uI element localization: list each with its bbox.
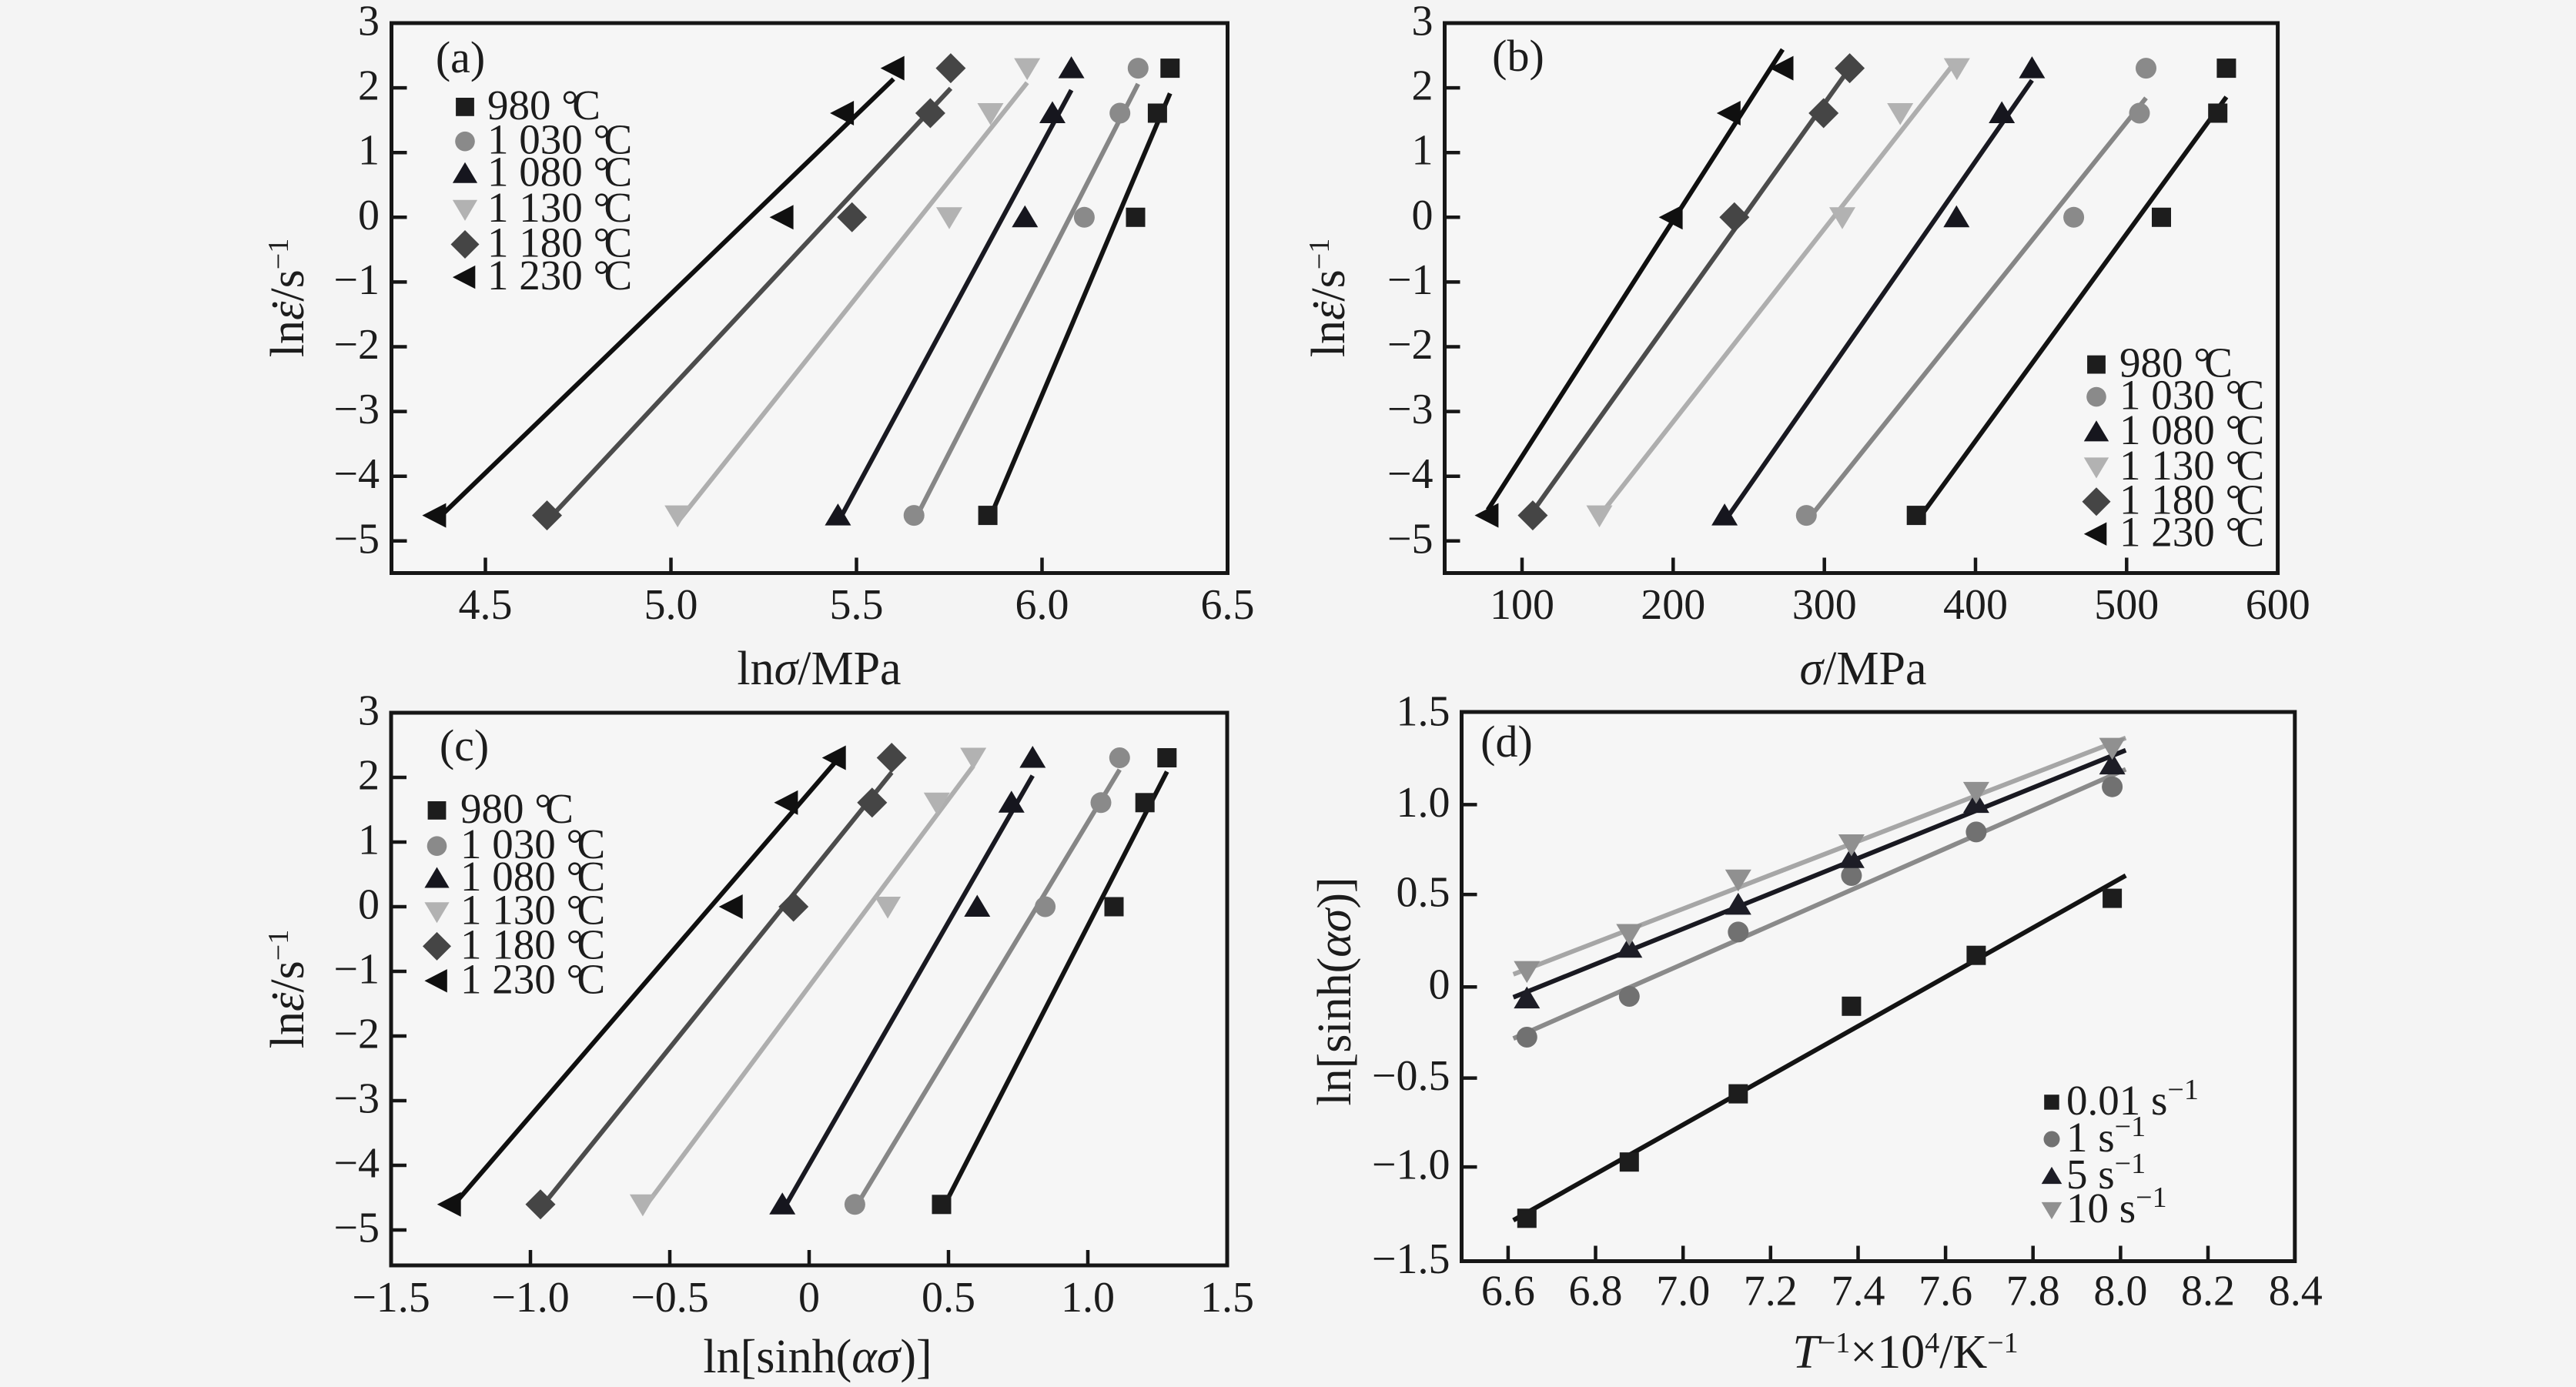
svg-text:980 °C: 980 °C <box>460 785 574 832</box>
svg-text:−1: −1 <box>333 256 380 304</box>
svg-text:−4: −4 <box>333 450 380 498</box>
svg-text:−5: −5 <box>1387 515 1434 563</box>
svg-text:8.0: 8.0 <box>2093 1268 2147 1315</box>
svg-text:1 080 °C: 1 080 °C <box>2119 406 2264 453</box>
svg-text:−1: −1 <box>1387 256 1434 304</box>
svg-text:−1: −1 <box>333 946 380 994</box>
svg-text:1 130 °C: 1 130 °C <box>487 184 632 231</box>
svg-text:1 230 °C: 1 230 °C <box>487 252 632 299</box>
svg-text:−4: −4 <box>1387 450 1434 498</box>
svg-text:100: 100 <box>1490 581 1554 629</box>
svg-text:−4: −4 <box>333 1140 380 1188</box>
svg-text:lnε/s−1: lnε/s−1 <box>262 239 314 357</box>
svg-text:1 230 °C: 1 230 °C <box>460 955 605 1002</box>
svg-text:(b): (b) <box>1492 31 1544 81</box>
svg-text:8.2: 8.2 <box>2181 1268 2235 1315</box>
svg-text:1 080 °C: 1 080 °C <box>487 149 632 196</box>
svg-text:−1.5: −1.5 <box>1372 1235 1450 1283</box>
svg-text:1 180 °C: 1 180 °C <box>487 219 632 266</box>
svg-text:ln[sinh(ασ)]: ln[sinh(ασ)] <box>703 1331 932 1383</box>
svg-text:6.5: 6.5 <box>1201 581 1255 629</box>
svg-text:1.0: 1.0 <box>1397 779 1450 827</box>
svg-text:0: 0 <box>358 192 380 239</box>
svg-text:T−1×104/K−1: T−1×104/K−1 <box>1792 1326 2018 1379</box>
svg-text:−3: −3 <box>1387 386 1434 433</box>
svg-text:0.5: 0.5 <box>922 1274 975 1322</box>
svg-text:ln[sinh(ασ)]: ln[sinh(ασ)] <box>1309 877 1361 1105</box>
svg-text:6.8: 6.8 <box>1569 1268 1623 1315</box>
svg-text:(a): (a) <box>436 32 485 82</box>
svg-text:0: 0 <box>1429 961 1450 1009</box>
svg-text:5.0: 5.0 <box>644 581 698 629</box>
svg-text:1.0: 1.0 <box>1061 1274 1115 1322</box>
svg-text:600: 600 <box>2246 581 2310 629</box>
svg-text:400: 400 <box>1943 581 2008 629</box>
svg-text:−3: −3 <box>333 1075 380 1123</box>
svg-text:1 130 °C: 1 130 °C <box>2119 442 2264 489</box>
svg-text:2: 2 <box>358 62 380 110</box>
svg-text:−5: −5 <box>333 515 380 563</box>
svg-text:1 030 °C: 1 030 °C <box>487 116 632 163</box>
svg-text:980 °C: 980 °C <box>2119 339 2233 386</box>
svg-text:0: 0 <box>358 881 380 929</box>
svg-text:7.4: 7.4 <box>1832 1268 1885 1315</box>
svg-text:5.5: 5.5 <box>830 581 884 629</box>
svg-text:300: 300 <box>1792 581 1857 629</box>
svg-text:lnσ/MPa: lnσ/MPa <box>737 643 901 695</box>
svg-text:1: 1 <box>358 817 380 864</box>
svg-text:1 180 °C: 1 180 °C <box>460 921 605 968</box>
svg-text:−3: −3 <box>333 386 380 433</box>
svg-text:−2: −2 <box>333 321 380 369</box>
svg-text:7.0: 7.0 <box>1656 1268 1710 1315</box>
svg-text:1 030 °C: 1 030 °C <box>460 821 605 867</box>
svg-text:1 080 °C: 1 080 °C <box>460 853 605 900</box>
svg-text:3: 3 <box>358 687 380 735</box>
svg-text:1 230 °C: 1 230 °C <box>2119 509 2264 556</box>
svg-text:(c): (c) <box>440 720 489 770</box>
svg-text:7.8: 7.8 <box>2006 1268 2060 1315</box>
svg-text:6.6: 6.6 <box>1481 1268 1535 1315</box>
svg-text:(d): (d) <box>1480 717 1533 767</box>
svg-text:0.5: 0.5 <box>1397 869 1450 917</box>
svg-text:1.5: 1.5 <box>1200 1274 1254 1322</box>
svg-text:0: 0 <box>1412 192 1434 239</box>
svg-text:4.5: 4.5 <box>459 581 513 629</box>
svg-text:1: 1 <box>358 127 380 175</box>
svg-text:2: 2 <box>358 752 380 800</box>
svg-text:−2: −2 <box>333 1011 380 1058</box>
svg-text:7.6: 7.6 <box>1919 1268 1972 1315</box>
svg-text:−1.5: −1.5 <box>352 1274 430 1322</box>
svg-text:3: 3 <box>358 0 380 45</box>
svg-text:2: 2 <box>1412 62 1434 110</box>
svg-text:1 130 °C: 1 130 °C <box>460 887 605 934</box>
svg-text:6.0: 6.0 <box>1015 581 1069 629</box>
svg-text:1.5: 1.5 <box>1397 688 1450 736</box>
svg-text:−1.0: −1.0 <box>491 1274 570 1322</box>
svg-text:8.4: 8.4 <box>2269 1268 2323 1315</box>
svg-text:0: 0 <box>798 1274 820 1322</box>
svg-text:3: 3 <box>1412 0 1434 45</box>
svg-text:−1.0: −1.0 <box>1372 1141 1450 1189</box>
svg-text:7.2: 7.2 <box>1744 1268 1798 1315</box>
svg-text:980 °C: 980 °C <box>487 82 601 129</box>
svg-text:1: 1 <box>1412 127 1434 175</box>
svg-text:−2: −2 <box>1387 321 1434 369</box>
svg-text:1 180 °C: 1 180 °C <box>2119 476 2264 523</box>
svg-text:1 030 °C: 1 030 °C <box>2119 372 2264 419</box>
svg-text:σ/MPa: σ/MPa <box>1800 643 1927 695</box>
svg-text:200: 200 <box>1641 581 1705 629</box>
svg-text:500: 500 <box>2094 581 2159 629</box>
svg-text:−0.5: −0.5 <box>1372 1052 1450 1100</box>
svg-text:−5: −5 <box>333 1205 380 1252</box>
svg-text:−0.5: −0.5 <box>631 1274 709 1322</box>
